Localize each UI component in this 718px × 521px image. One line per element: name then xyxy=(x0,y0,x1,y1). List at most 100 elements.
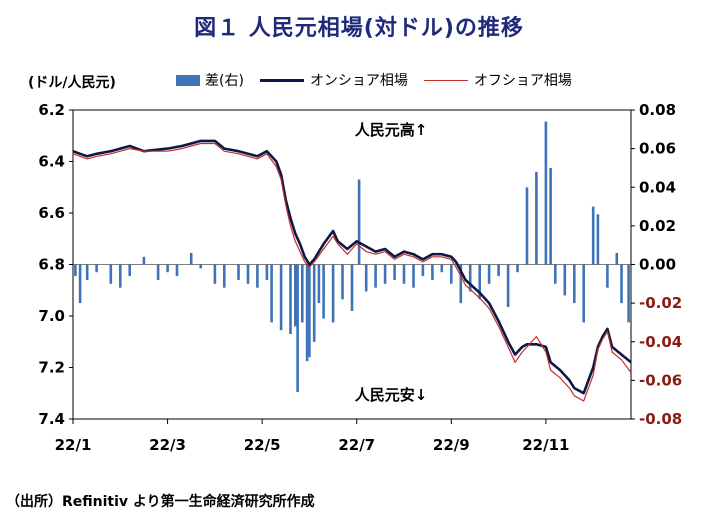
legend-item-offshore: オフショア相場 xyxy=(423,70,572,90)
diff-bar-15 xyxy=(237,264,240,280)
diff-bar-50 xyxy=(516,264,519,273)
diff-bar-21 xyxy=(289,264,292,334)
diff-bar-45 xyxy=(468,264,472,292)
legend-label-offshore: オフショア相場 xyxy=(473,73,572,89)
diff-bar-23 xyxy=(296,264,299,392)
diff-bar-20 xyxy=(279,264,283,331)
diff-bar-58 xyxy=(582,264,585,323)
legend-swatch-onshore xyxy=(259,78,304,82)
diff-bar-30 xyxy=(331,264,335,323)
diff-bar-27 xyxy=(312,264,316,342)
diff-bar-35 xyxy=(374,264,377,288)
left-tick-label-5: 7.2 xyxy=(38,359,65,377)
diff-bar-60 xyxy=(596,214,600,265)
diff-bar-25 xyxy=(305,264,309,362)
diff-bar-55 xyxy=(554,264,557,284)
right-tick-label-7: -0.06 xyxy=(639,371,682,389)
diff-bar-39 xyxy=(412,264,415,288)
diff-bar-53 xyxy=(544,121,548,265)
diff-bar-62 xyxy=(615,252,619,265)
right-tick-label-8: -0.08 xyxy=(639,410,682,428)
diff-bar-13 xyxy=(213,264,217,284)
diff-bar-2 xyxy=(85,264,89,280)
legend-item-onshore: オンショア相場 xyxy=(259,70,408,90)
diff-bar-57 xyxy=(573,264,576,304)
left-tick-label-1: 6.4 xyxy=(38,153,65,171)
diff-bar-48 xyxy=(497,264,500,277)
right-tick-label-1: 0.06 xyxy=(639,140,676,158)
diff-bar-17 xyxy=(256,264,259,288)
left-axis-label: (ドル/人民元) xyxy=(28,75,116,91)
diff-bar-3 xyxy=(95,264,98,273)
right-tick-label-5: -0.02 xyxy=(639,294,682,312)
left-tick-label-3: 6.8 xyxy=(38,256,65,274)
diff-bar-0 xyxy=(74,264,77,277)
series-line-offshore xyxy=(72,142,632,402)
diff-bar-37 xyxy=(393,264,396,280)
diff-bar-43 xyxy=(450,264,453,284)
diff-bar-26 xyxy=(308,264,311,358)
diff-bar-8 xyxy=(156,264,160,280)
diff-bar-40 xyxy=(421,264,425,277)
right-tick-label-6: -0.04 xyxy=(639,333,682,351)
x-tick-label-0: 22/1 xyxy=(55,436,92,454)
legend-label-diff: 差(右) xyxy=(205,73,244,89)
diff-bar-24 xyxy=(301,264,304,323)
x-tick-label-5: 22/11 xyxy=(522,436,569,454)
x-tick-label-1: 22/3 xyxy=(149,436,186,454)
diff-bar-14 xyxy=(223,264,226,288)
diff-bar-9 xyxy=(166,264,169,273)
series-line-onshore xyxy=(72,139,632,395)
diff-bar-46 xyxy=(478,264,481,300)
left-tick-label-6: 7.4 xyxy=(38,410,65,428)
right-tick-label-4: 0.00 xyxy=(639,256,676,274)
diff-bar-11 xyxy=(189,252,193,265)
diff-bar-29 xyxy=(322,264,325,319)
diff-bar-28 xyxy=(317,264,321,304)
annotation-down: 人民元安↓ xyxy=(355,386,428,404)
diff-bar-32 xyxy=(350,264,354,311)
diff-bar-1 xyxy=(78,264,82,304)
diff-bar-10 xyxy=(175,264,179,277)
diff-bar-49 xyxy=(506,264,510,307)
diff-bar-34 xyxy=(364,264,368,292)
left-tick-label-4: 7.0 xyxy=(38,307,65,325)
diff-bar-61 xyxy=(606,264,609,288)
source-note: （出所）Refinitiv より第一生命経済研究所作成 xyxy=(6,494,315,510)
x-tick-label-4: 22/9 xyxy=(433,436,470,454)
legend-swatch-diff xyxy=(176,74,200,86)
legend-label-onshore: オンショア相場 xyxy=(309,73,408,89)
legend-item-diff: 差(右) xyxy=(176,70,244,90)
diff-bar-47 xyxy=(487,264,491,284)
diff-bar-38 xyxy=(402,264,406,284)
diff-bar-18 xyxy=(265,264,269,280)
left-tick-label-2: 6.6 xyxy=(38,204,65,222)
diff-bar-44 xyxy=(459,264,463,304)
diff-bar-33 xyxy=(357,179,361,265)
diff-bar-63 xyxy=(620,264,623,304)
diff-bar-12 xyxy=(199,264,202,269)
diff-bar-41 xyxy=(431,264,434,280)
diff-bar-51 xyxy=(525,187,529,265)
left-tick-label-0: 6.2 xyxy=(38,101,65,119)
annotation-up: 人民元高↑ xyxy=(355,121,428,139)
diff-bar-36 xyxy=(383,264,387,284)
right-tick-label-2: 0.04 xyxy=(639,178,676,196)
right-tick-label-3: 0.02 xyxy=(639,217,676,235)
diff-bar-6 xyxy=(128,264,131,277)
diff-bar-4 xyxy=(109,264,113,284)
diff-bar-31 xyxy=(341,264,344,300)
diff-bar-64 xyxy=(627,264,630,323)
legend-swatch-offshore xyxy=(423,79,468,81)
diff-bar-19 xyxy=(270,264,273,323)
diff-bar-16 xyxy=(246,264,250,284)
diff-bar-5 xyxy=(119,264,122,288)
diff-bar-42 xyxy=(440,264,444,273)
right-tick-label-0: 0.08 xyxy=(639,101,676,119)
diff-bar-56 xyxy=(563,264,567,296)
chart-title: 図１ 人民元相場(対ドル)の推移 xyxy=(194,16,524,41)
x-tick-label-3: 22/7 xyxy=(338,436,375,454)
diff-bar-7 xyxy=(142,256,146,265)
legend: 差(右) オンショア相場 オフショア相場 xyxy=(176,70,588,90)
